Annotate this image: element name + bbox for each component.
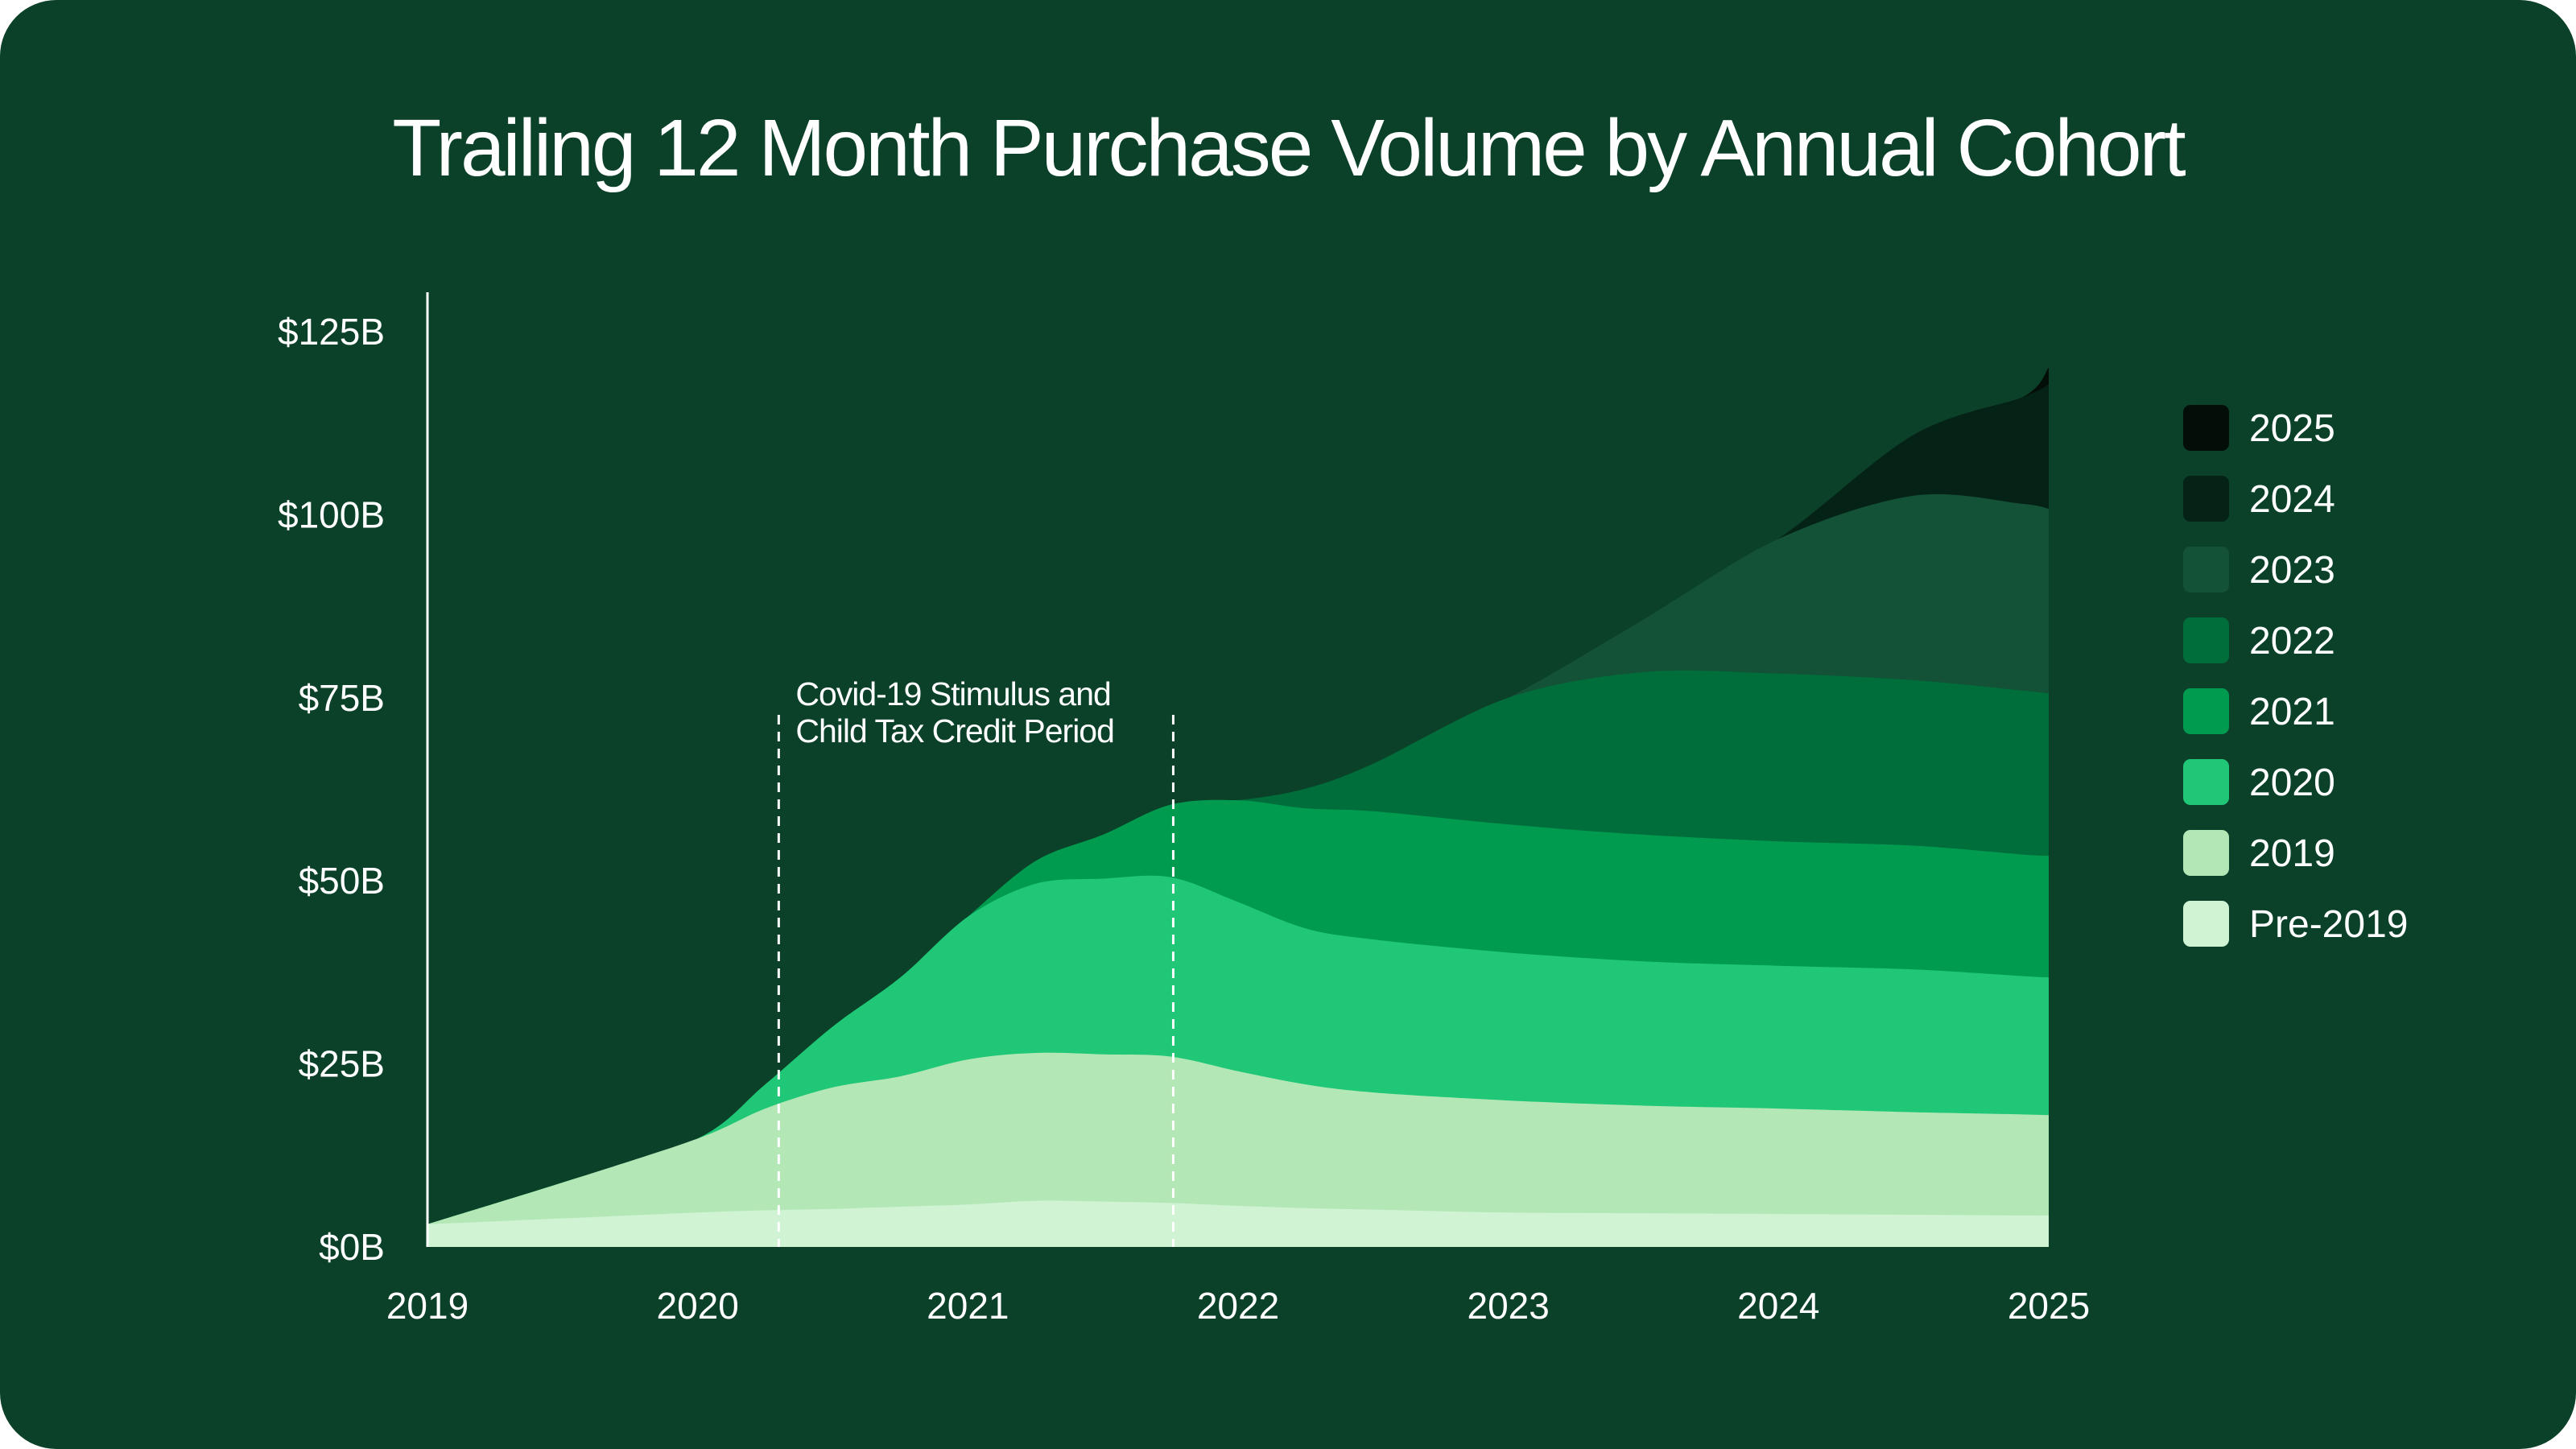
x-tick-label: 2023 [1467,1285,1549,1327]
x-tick-label: 2021 [927,1285,1009,1327]
y-tick-label: $25B [299,1043,385,1085]
legend-item-2020: 2020 [2183,759,2335,805]
y-tick-label: $100B [278,493,385,535]
legend-swatch [2183,759,2229,805]
annotation-text: Child Tax Credit Period [795,712,1114,749]
legend-label: Pre-2019 [2249,903,2408,946]
x-tick-label: 2019 [386,1285,469,1327]
legend-item-2025: 2025 [2183,405,2335,451]
chart-title: Trailing 12 Month Purchase Volume by Ann… [392,103,2186,193]
legend-label: 2019 [2249,832,2335,875]
legend-swatch [2183,476,2229,522]
y-tick-label: $125B [278,311,385,353]
legend-label: 2021 [2249,691,2335,733]
legend-swatch [2183,830,2229,876]
legend-swatch [2183,901,2229,947]
legend-swatch [2183,617,2229,663]
legend-swatch [2183,405,2229,451]
annotation-text: Covid-19 Stimulus and [795,675,1110,712]
x-tick-label: 2025 [2008,1285,2090,1327]
y-tick-label: $50B [299,860,385,902]
legend-item-pre-2019: Pre-2019 [2183,901,2408,947]
legend-item-2023: 2023 [2183,547,2335,592]
legend-label: 2022 [2249,620,2335,663]
legend-label: 2023 [2249,549,2335,592]
x-tick-label: 2020 [656,1285,738,1327]
legend-item-2019: 2019 [2183,830,2335,876]
legend-item-2024: 2024 [2183,476,2335,522]
legend-swatch [2183,688,2229,734]
x-tick-label: 2022 [1197,1285,1279,1327]
x-tick-label: 2024 [1737,1285,1819,1327]
legend-label: 2025 [2249,407,2335,450]
legend-label: 2020 [2249,762,2335,804]
y-axis-ticks: $0B $25B $50B $75B $100B $125B [278,311,385,1268]
areas-layer [427,367,2049,1247]
legend-label: 2024 [2249,478,2335,521]
area-2019 [427,1052,2049,1247]
legend: 2025 2024 2023 2022 2021 2020 2019 Pre-2019 [2183,405,2408,947]
legend-item-2022: 2022 [2183,617,2335,663]
y-tick-label: $75B [299,677,385,719]
legend-item-2021: 2021 [2183,688,2335,734]
legend-swatch [2183,547,2229,592]
x-axis-ticks: 2019 2020 2021 2022 2023 2024 2025 [386,1285,2090,1327]
y-tick-label: $0B [319,1226,385,1268]
area-pre-2019 [427,1200,2049,1247]
